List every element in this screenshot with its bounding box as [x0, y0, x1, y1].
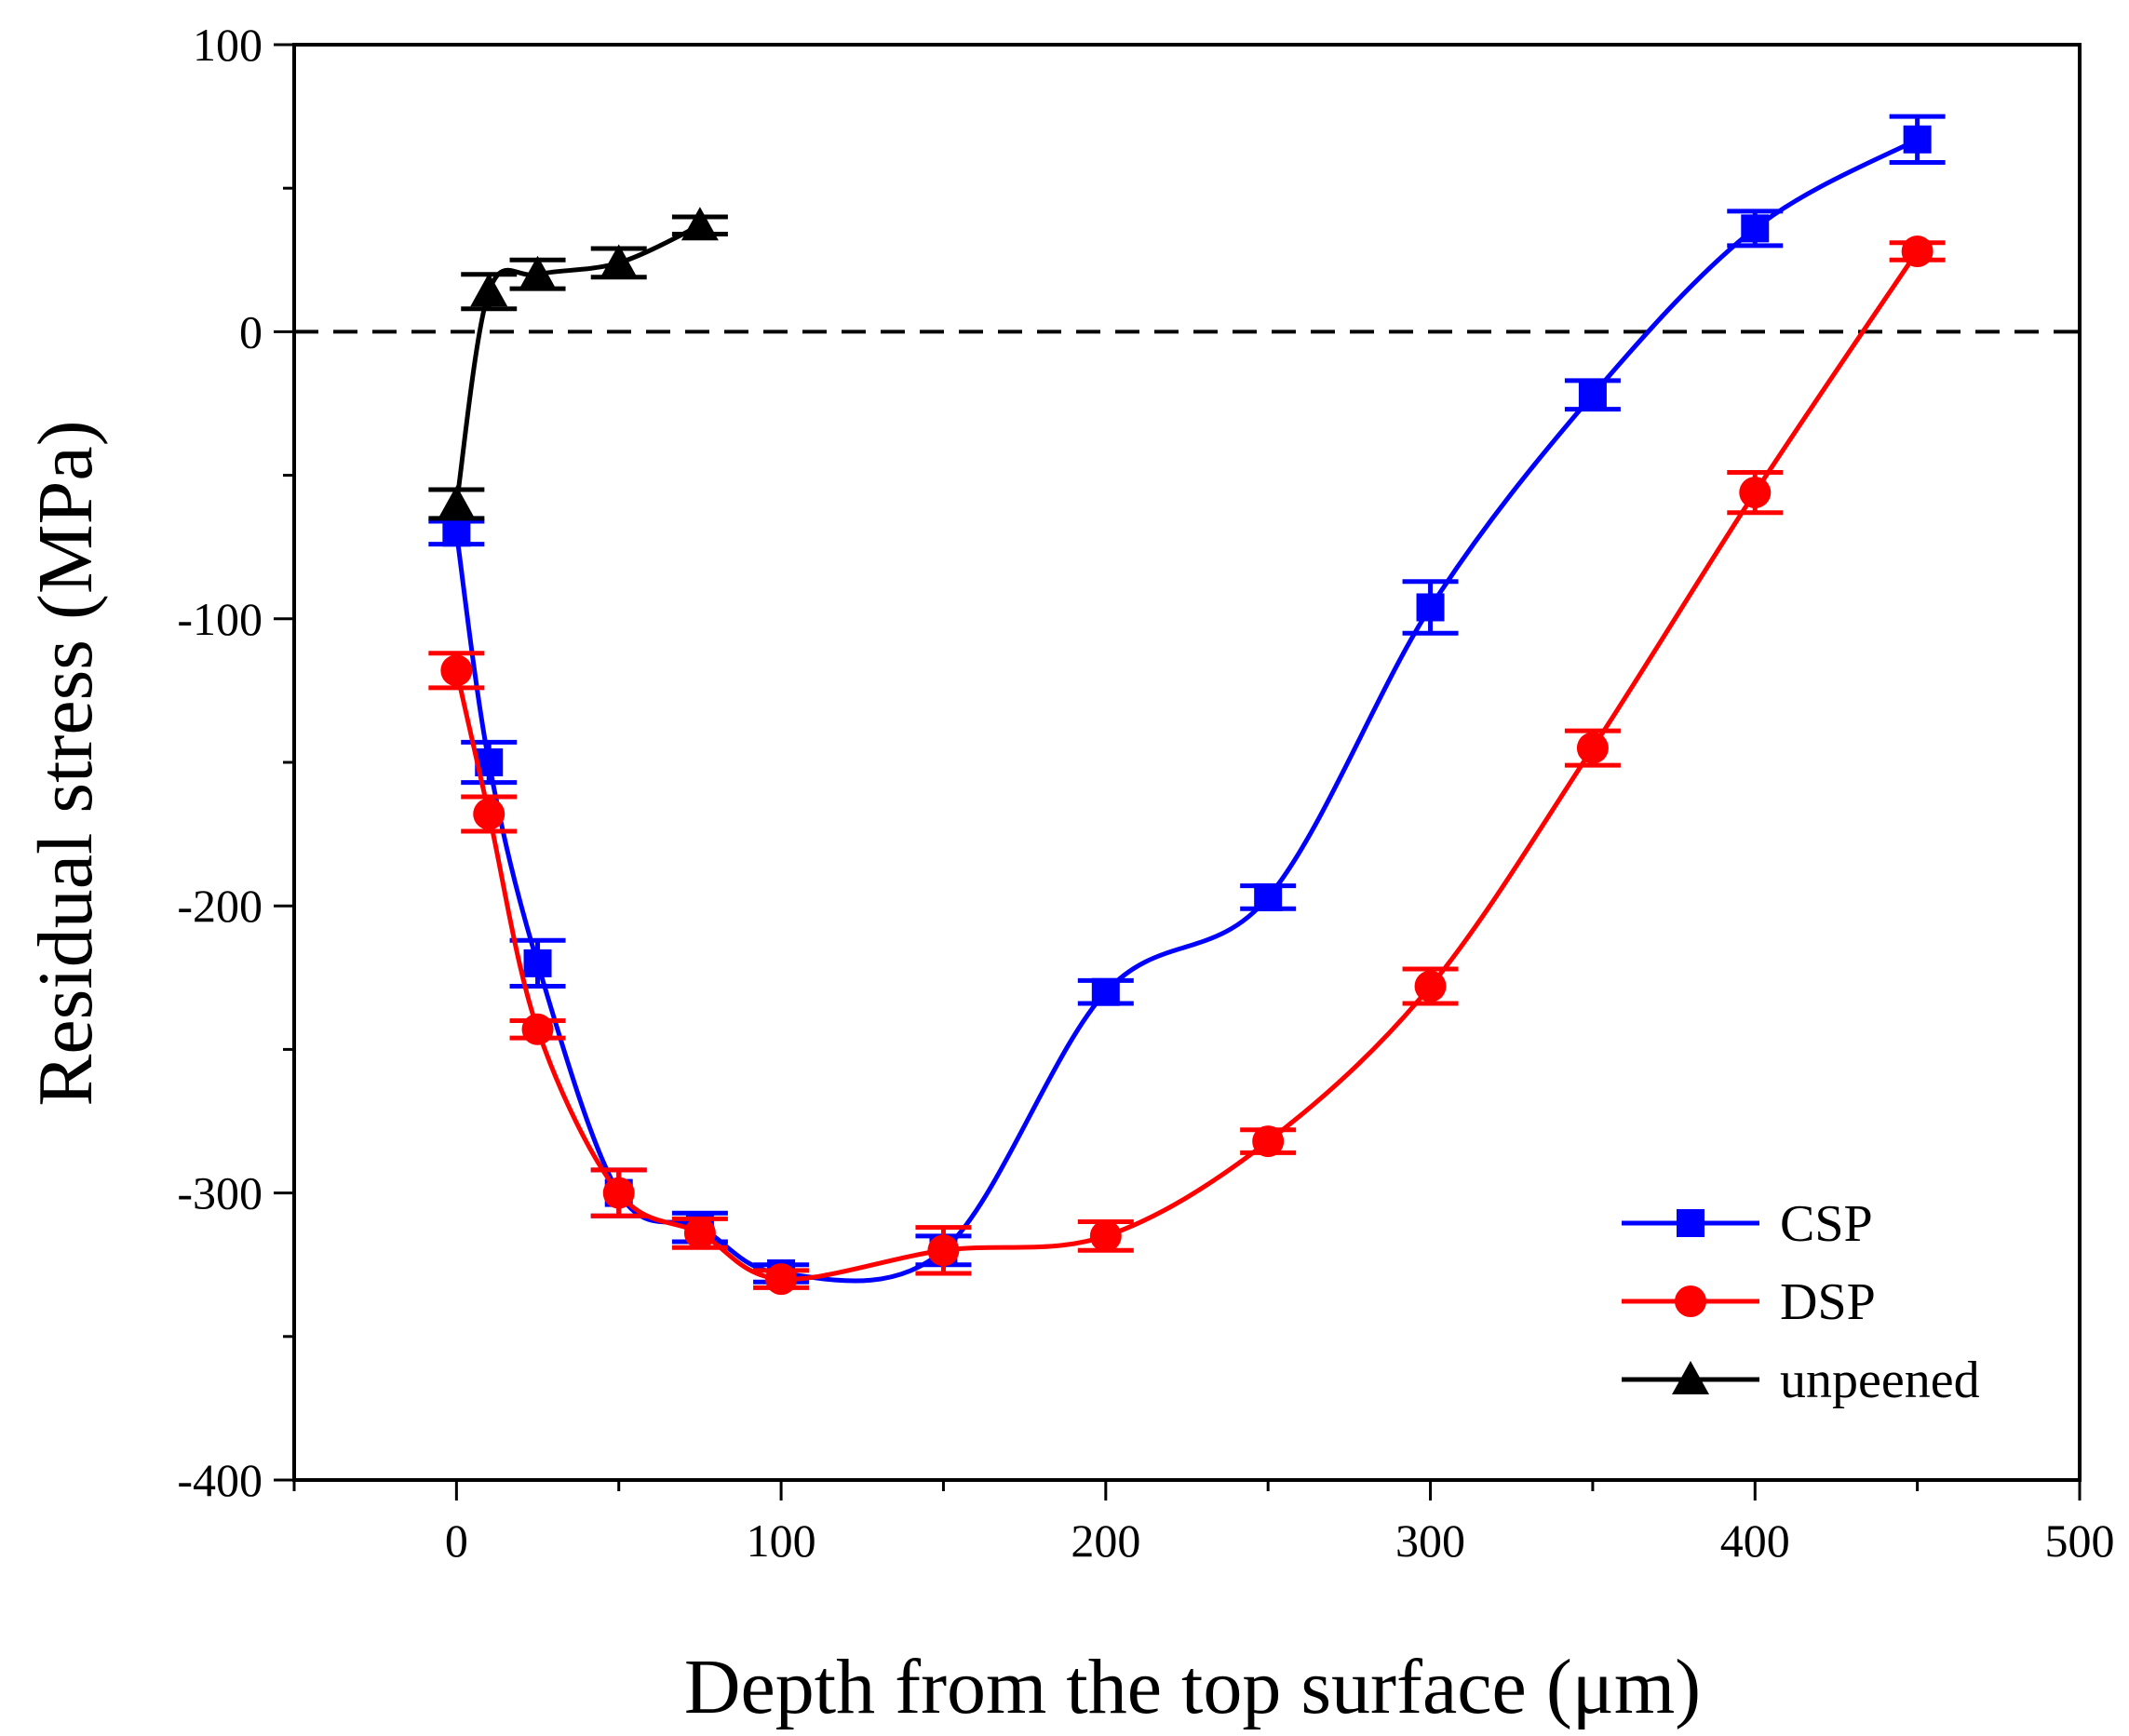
x-tick-label: 100 [747, 1514, 816, 1567]
unpeened-data-point [438, 485, 476, 519]
legend-item-dsp: DSP [1622, 1273, 1876, 1331]
x-axis-title: Depth from the top surface (μm) [684, 1644, 1701, 1730]
unpeened-data-point [680, 207, 719, 241]
x-tick-label: 500 [2045, 1514, 2115, 1567]
legend-marker-unpeened [1672, 1361, 1709, 1394]
legend: CSP DSP unpeened [1622, 1195, 1980, 1409]
dsp-data-point [1739, 477, 1772, 509]
dsp-data-point [1252, 1125, 1285, 1158]
dsp-data-point [473, 798, 505, 830]
dsp-data-point [1089, 1219, 1122, 1252]
dsp-data-point [440, 654, 473, 687]
dsp-data-point [765, 1263, 798, 1296]
x-tick-label: 300 [1395, 1514, 1465, 1567]
unpeened-line [453, 223, 701, 505]
csp-data-point [1091, 977, 1120, 1006]
y-tick-label: -100 [177, 593, 263, 645]
legend-marker-csp [1677, 1209, 1705, 1237]
legend-label-dsp: DSP [1780, 1273, 1876, 1331]
csp-line [453, 137, 1919, 1284]
y-axis-title: Residual stress (MPa) [22, 420, 109, 1106]
dsp-line [453, 249, 1920, 1282]
series-unpeened [428, 207, 728, 521]
axes: 0 100 200 300 400 500 100 0 -100 -200 -300 -400 [177, 19, 2114, 1567]
csp-data-point [523, 949, 552, 977]
y-tick-label: -200 [177, 880, 263, 932]
dsp-data-point [602, 1177, 635, 1209]
legend-marker-dsp [1675, 1285, 1706, 1317]
dsp-data-point [1414, 970, 1447, 1003]
csp-data-point [1578, 381, 1607, 410]
x-tick-label: 200 [1071, 1514, 1140, 1567]
dsp-data-point [683, 1217, 716, 1249]
legend-item-unpeened: unpeened [1622, 1352, 1980, 1409]
csp-data-point [1903, 125, 1932, 154]
legend-item-csp: CSP [1622, 1195, 1873, 1253]
csp-data-point [442, 518, 471, 547]
y-tick-label: -400 [177, 1454, 263, 1506]
csp-data-point [1741, 214, 1770, 243]
csp-data-point [1254, 882, 1283, 911]
unpeened-data-point [519, 255, 557, 289]
y-tick-label: -300 [177, 1167, 263, 1219]
series-dsp [428, 236, 1946, 1296]
y-tick-label: 100 [193, 19, 263, 71]
x-tick-label: 400 [1720, 1514, 1790, 1567]
unpeened-data-point [600, 244, 638, 278]
x-tick-label: 0 [445, 1514, 468, 1567]
dsp-data-point [1901, 236, 1934, 268]
legend-label-unpeened: unpeened [1780, 1352, 1980, 1409]
csp-data-point [1416, 593, 1445, 622]
dsp-data-point [927, 1234, 960, 1267]
dsp-data-point [1576, 732, 1609, 764]
y-tick-label: 0 [239, 305, 263, 357]
series-csp [428, 114, 1946, 1287]
data-series [428, 114, 1946, 1296]
dsp-data-point [521, 1013, 554, 1045]
unpeened-data-point [470, 273, 508, 307]
legend-label-csp: CSP [1780, 1195, 1873, 1253]
